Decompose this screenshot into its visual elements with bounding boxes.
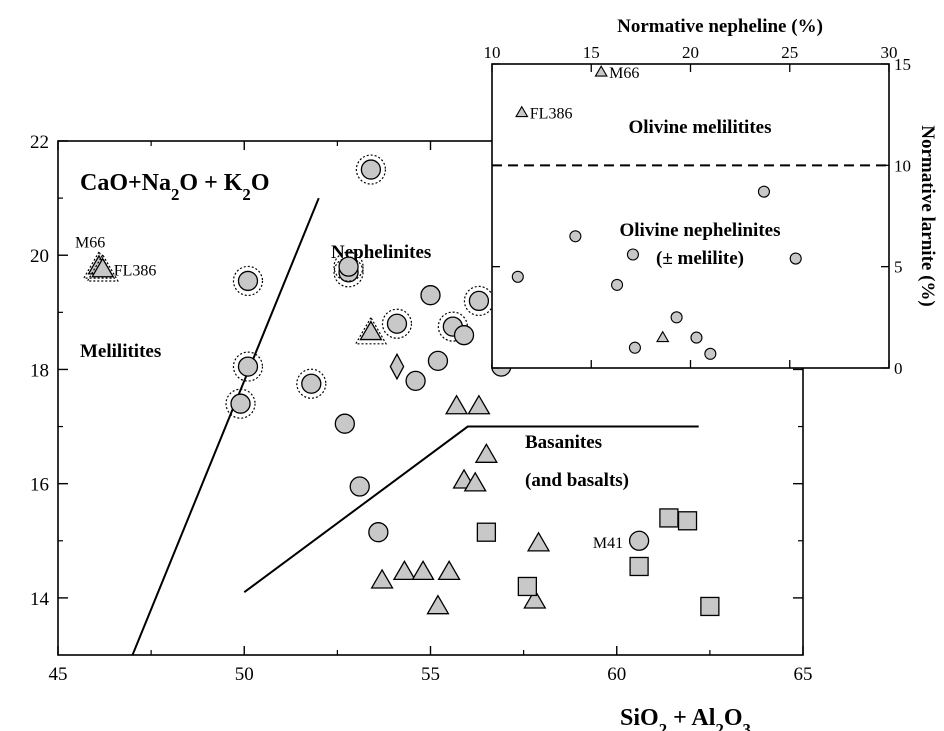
main-x-tick-label: 45 xyxy=(49,664,68,685)
field-label: Basanites xyxy=(525,432,602,453)
main-y-tick-label: 16 xyxy=(30,475,49,496)
inset-x-tick-label: 15 xyxy=(583,43,600,62)
inset-y-tick-label: 0 xyxy=(894,359,903,378)
inset-point-label: M66 xyxy=(609,65,639,82)
inset-x-axis-title: Normative nepheline (%) xyxy=(617,16,823,37)
triangle-marker xyxy=(91,257,115,278)
triangle-marker-ring xyxy=(354,316,388,345)
square-marker xyxy=(629,556,649,577)
triangle-marker xyxy=(463,471,487,492)
main-x-tick-label: 60 xyxy=(607,664,626,685)
circle-marker-ring xyxy=(232,351,264,382)
inset-y-axis-title: Normative larnite (%) xyxy=(917,125,938,307)
inset-x-tick-label: 20 xyxy=(682,43,699,62)
point-label: M41 xyxy=(593,535,623,552)
triangle-marker xyxy=(526,531,551,552)
inset-field-label: (± melilite) xyxy=(656,248,744,269)
inset-circle-marker xyxy=(789,252,802,265)
inset-circle-marker xyxy=(628,341,641,354)
point-label: M66 xyxy=(75,235,105,252)
main-y-tick-label: 20 xyxy=(30,246,49,267)
circle-marker xyxy=(237,356,259,377)
square-marker xyxy=(476,522,497,542)
circle-marker xyxy=(420,285,441,306)
triangle-marker-ring xyxy=(82,250,116,279)
circle-marker xyxy=(368,522,389,543)
field-boundary-line xyxy=(243,425,699,593)
main-x-tick-label: 50 xyxy=(235,664,254,685)
circle-marker xyxy=(405,370,426,392)
inset-y-tick-label: 10 xyxy=(894,156,911,175)
point-label: FL386 xyxy=(114,263,157,280)
square-marker xyxy=(677,511,698,531)
circle-marker xyxy=(338,256,359,277)
circle-marker xyxy=(237,270,259,292)
main-x-axis-title: SiO2 + Al2O3 xyxy=(620,705,751,731)
inset-circle-marker xyxy=(569,230,582,243)
circle-marker xyxy=(230,393,251,414)
circle-marker xyxy=(334,413,355,434)
circle-marker-ring xyxy=(355,154,386,185)
main-x-tick-label: 65 xyxy=(794,664,813,685)
inset-circle-marker xyxy=(511,270,524,283)
circle-marker-ring xyxy=(381,308,413,339)
inset-circle-marker xyxy=(611,278,624,291)
main-chart-title: CaO+Na2O + K2O xyxy=(80,170,269,204)
circle-marker xyxy=(301,373,322,394)
square-marker xyxy=(517,576,537,597)
circle-marker-ring xyxy=(333,251,364,282)
inset-circle-marker xyxy=(626,248,639,261)
field-label: Melilitites xyxy=(80,341,161,362)
circle-marker xyxy=(427,350,449,372)
triangle-marker-ring xyxy=(86,253,119,282)
circle-marker xyxy=(360,159,382,180)
inset-triangle-marker xyxy=(656,330,670,343)
square-marker xyxy=(700,596,720,617)
inset-y-tick-label: 15 xyxy=(894,55,911,74)
diamond-marker xyxy=(389,352,405,381)
inset-field-label: Olivine melilitites xyxy=(628,117,771,138)
main-y-tick-label: 18 xyxy=(30,360,49,381)
main-y-tick-label: 14 xyxy=(30,589,50,610)
circle-marker xyxy=(386,313,408,334)
main-x-tick-label: 55 xyxy=(421,664,440,685)
square-marker xyxy=(659,508,679,528)
circle-marker xyxy=(628,530,650,551)
triangle-marker xyxy=(392,560,417,581)
circle-marker-ring xyxy=(232,265,264,297)
inset-circle-marker xyxy=(690,331,703,344)
field-boundary-line xyxy=(131,197,320,656)
circle-marker-ring xyxy=(225,388,256,419)
triangle-marker xyxy=(474,442,498,463)
inset-circle-marker xyxy=(670,311,683,324)
main-y-tick-label: 22 xyxy=(30,132,49,153)
triangle-marker xyxy=(437,560,461,581)
circle-marker xyxy=(349,476,370,497)
inset-x-tick-label: 25 xyxy=(781,43,798,62)
circle-marker xyxy=(453,325,475,346)
inset-circle-marker xyxy=(757,185,770,198)
triangle-marker xyxy=(444,394,469,415)
inset-circle-marker xyxy=(704,347,717,360)
triangle-marker xyxy=(523,588,547,609)
inset-point-label: FL386 xyxy=(530,106,573,123)
triangle-marker xyxy=(426,594,450,615)
triangle-marker xyxy=(411,560,435,581)
triangle-marker xyxy=(467,394,491,415)
field-label: (and basalts) xyxy=(525,470,629,491)
triangle-marker xyxy=(359,320,383,341)
inset-x-tick-label: 10 xyxy=(484,43,501,62)
inset-plot-frame xyxy=(491,63,890,369)
inset-triangle-marker xyxy=(594,65,608,77)
circle-marker xyxy=(468,290,490,312)
circle-marker-ring xyxy=(296,368,327,399)
inset-field-label: Olivine nephelinites xyxy=(620,220,781,241)
triangle-marker xyxy=(370,568,394,589)
circle-marker-ring xyxy=(333,257,364,288)
inset-triangle-marker xyxy=(515,105,529,118)
field-label: Nephelinites xyxy=(331,242,431,263)
inset-y-tick-label: 5 xyxy=(894,258,903,277)
inset-x-tick-label: 30 xyxy=(881,43,898,62)
